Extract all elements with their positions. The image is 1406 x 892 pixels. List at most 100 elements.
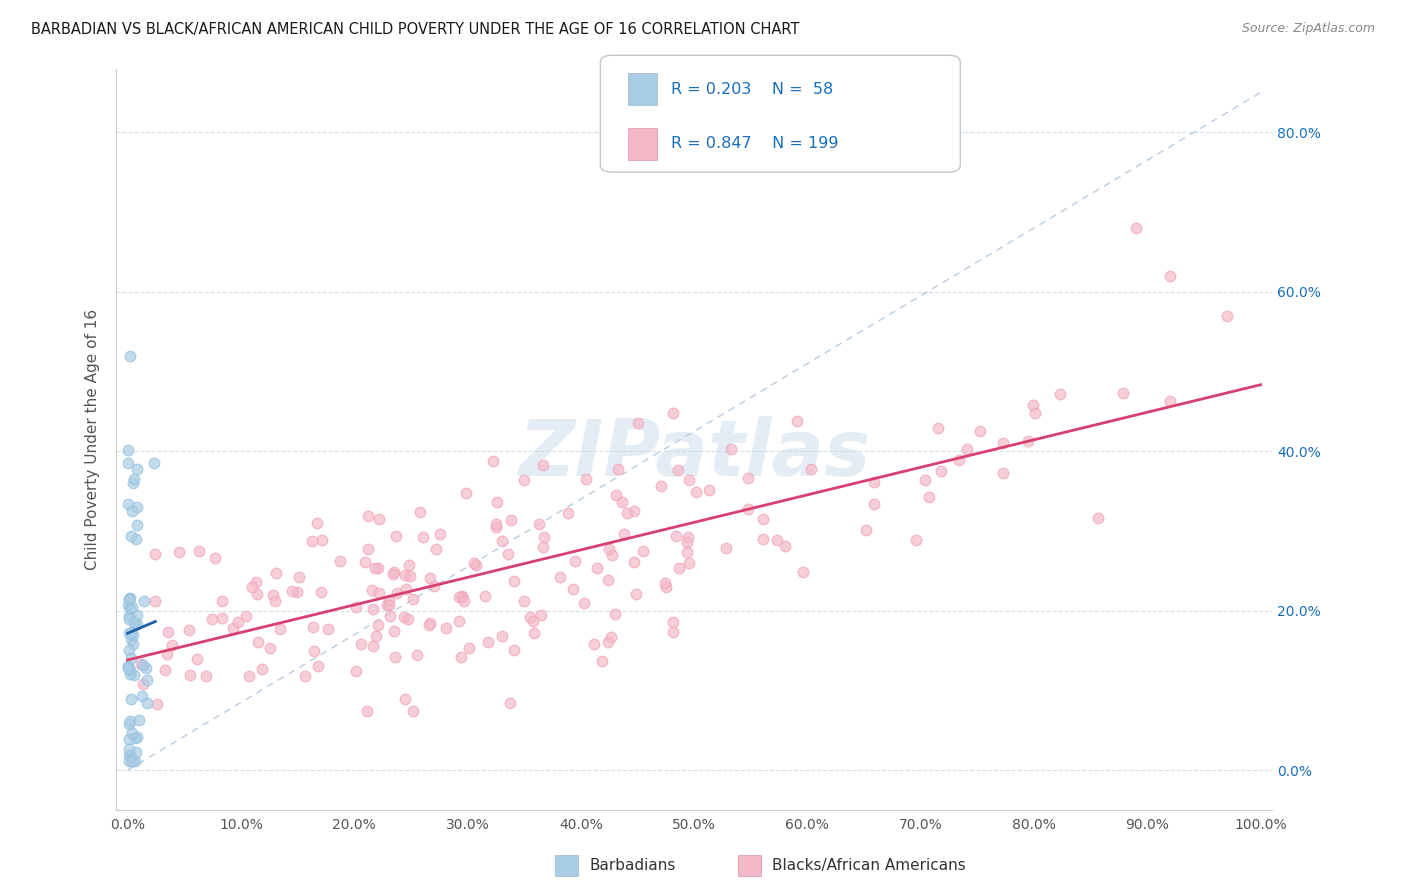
Point bbox=[360, 583, 382, 598]
Point bbox=[385, 586, 408, 600]
Point bbox=[121, 628, 143, 642]
Point bbox=[380, 609, 402, 624]
Point bbox=[1018, 434, 1040, 448]
Point bbox=[530, 607, 553, 622]
Point bbox=[117, 456, 139, 470]
Point bbox=[238, 668, 260, 682]
Point bbox=[394, 610, 416, 624]
Point bbox=[491, 629, 513, 643]
Point bbox=[143, 547, 166, 561]
Point bbox=[406, 648, 429, 662]
Point bbox=[607, 462, 630, 476]
Point bbox=[382, 624, 405, 638]
Point bbox=[575, 473, 598, 487]
Point bbox=[668, 561, 690, 575]
Point bbox=[121, 754, 143, 768]
Point bbox=[1112, 385, 1135, 400]
Point bbox=[396, 612, 419, 626]
Point bbox=[624, 587, 647, 601]
Point bbox=[1215, 309, 1237, 323]
Point bbox=[491, 533, 513, 548]
Point bbox=[167, 545, 190, 559]
Text: Barbadians: Barbadians bbox=[589, 858, 675, 872]
Point bbox=[204, 550, 226, 565]
Point bbox=[125, 607, 148, 622]
Point bbox=[281, 584, 304, 599]
Point bbox=[357, 508, 380, 523]
Point bbox=[288, 570, 311, 584]
Point bbox=[211, 610, 233, 624]
Point bbox=[122, 637, 145, 651]
Point bbox=[246, 586, 269, 600]
Point bbox=[598, 574, 620, 588]
Point bbox=[118, 591, 141, 606]
Point bbox=[419, 571, 441, 585]
Point bbox=[1159, 393, 1181, 408]
Point bbox=[309, 585, 332, 599]
Point bbox=[599, 631, 621, 645]
Point bbox=[160, 638, 183, 652]
Point bbox=[250, 662, 273, 676]
Point bbox=[242, 580, 264, 594]
Point bbox=[118, 717, 141, 731]
Point bbox=[302, 620, 325, 634]
Point bbox=[582, 637, 605, 651]
Point bbox=[235, 609, 257, 624]
Point bbox=[586, 561, 609, 575]
Point bbox=[512, 594, 534, 608]
Point bbox=[482, 454, 505, 468]
Point bbox=[398, 558, 420, 572]
Point bbox=[419, 616, 441, 631]
Point bbox=[201, 612, 224, 626]
Point bbox=[117, 443, 139, 458]
Point bbox=[121, 504, 143, 518]
Point bbox=[118, 592, 141, 607]
Point bbox=[125, 746, 148, 760]
Text: Blacks/African Americans: Blacks/African Americans bbox=[772, 858, 966, 872]
Point bbox=[792, 565, 814, 579]
Text: ZIPatlas: ZIPatlas bbox=[517, 417, 870, 492]
Point bbox=[120, 632, 142, 646]
Point bbox=[737, 502, 759, 516]
Point bbox=[367, 617, 389, 632]
Point bbox=[378, 593, 401, 607]
Point bbox=[118, 591, 141, 605]
Point bbox=[402, 591, 425, 606]
Point bbox=[357, 542, 380, 557]
Point bbox=[226, 615, 249, 630]
Point bbox=[187, 544, 209, 558]
Point bbox=[122, 472, 145, 486]
Point bbox=[927, 420, 949, 434]
Point bbox=[603, 607, 626, 621]
Point bbox=[752, 512, 775, 526]
Point bbox=[610, 494, 633, 508]
Point bbox=[385, 529, 408, 543]
Point bbox=[143, 456, 166, 470]
Point bbox=[665, 529, 688, 543]
Point bbox=[449, 590, 471, 604]
Point bbox=[654, 580, 676, 594]
Point bbox=[264, 566, 287, 580]
Point bbox=[591, 654, 613, 668]
Point bbox=[153, 663, 176, 677]
Point bbox=[661, 615, 683, 629]
Point bbox=[969, 424, 991, 438]
Point bbox=[247, 635, 270, 649]
Point bbox=[304, 644, 326, 658]
Point bbox=[146, 697, 169, 711]
Point bbox=[631, 544, 654, 558]
Point bbox=[361, 639, 384, 653]
Point bbox=[863, 497, 886, 511]
Point bbox=[616, 506, 638, 520]
Point bbox=[678, 474, 700, 488]
Point bbox=[194, 669, 217, 683]
Point bbox=[118, 626, 141, 640]
Point bbox=[917, 490, 939, 504]
Point bbox=[678, 530, 700, 544]
Point bbox=[548, 570, 571, 584]
Point bbox=[132, 677, 155, 691]
Point bbox=[502, 574, 524, 589]
Point bbox=[264, 594, 287, 608]
Point bbox=[496, 547, 519, 561]
Point bbox=[117, 659, 139, 673]
